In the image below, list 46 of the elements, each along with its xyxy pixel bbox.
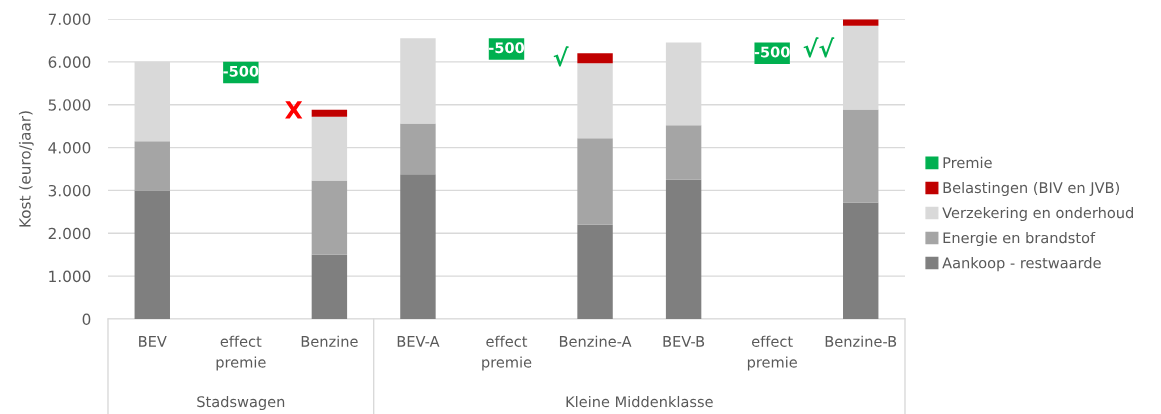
legend-label: Verzekering en onderhoud: [942, 206, 1133, 222]
bar: [665, 179, 702, 319]
bar: [400, 174, 436, 319]
bar: [311, 180, 348, 255]
bar: [843, 109, 879, 203]
bar: [311, 109, 348, 117]
x-tick-label: BEV-B: [663, 336, 705, 347]
bar: [665, 125, 702, 180]
y-tick-label: 5.000: [48, 99, 91, 111]
x-tick-label: Benzine: [301, 335, 358, 347]
legend-label: Belastingen (BIV en JVB): [943, 181, 1119, 197]
y-tick-label: 2.000: [48, 227, 91, 240]
bar: [134, 141, 170, 191]
y-tick-label: 4.000: [48, 142, 91, 154]
x-tick-label: Benzine-A: [559, 335, 632, 347]
bar: [577, 224, 613, 319]
x-tick-label: effect premie: [216, 335, 266, 371]
data-label: -500: [489, 42, 525, 54]
annotation: √: [553, 46, 569, 67]
x-tick-label: BEV-A: [397, 336, 440, 347]
bar: [843, 19, 879, 26]
text: Stadswagen: [197, 395, 285, 411]
y-tick-label: 1.000: [49, 270, 91, 283]
x-tick-label: Benzine-B: [825, 335, 897, 347]
text: Kleine Middenklasse: [566, 395, 713, 408]
data-label: -500: [754, 46, 790, 58]
y-tick-label: 6.000: [48, 56, 91, 68]
y-tick-label: 3.000: [48, 184, 91, 197]
legend-label: Aankoop - restwaarde: [942, 257, 1101, 272]
y-axis-title: Kost (euro/jaar): [18, 111, 34, 227]
legend-label: Energie en brandstof: [943, 231, 1096, 247]
x-tick-label: effect premie: [482, 335, 532, 371]
annotation: √√: [803, 37, 835, 58]
x-tick-label: BEV: [139, 336, 167, 347]
data-label: -500: [223, 65, 259, 77]
y-tick-label: 7.000: [48, 13, 91, 26]
bar: [577, 138, 613, 225]
y-tick-label: 0: [82, 313, 91, 326]
legend-label: Premie: [943, 156, 992, 169]
bar: [134, 190, 170, 319]
bar: [843, 202, 879, 319]
bar: [400, 123, 436, 175]
bar: [577, 53, 613, 64]
annotation: X: [285, 101, 303, 119]
x-tick-label: effect premie: [747, 335, 797, 371]
bar: [311, 254, 348, 319]
